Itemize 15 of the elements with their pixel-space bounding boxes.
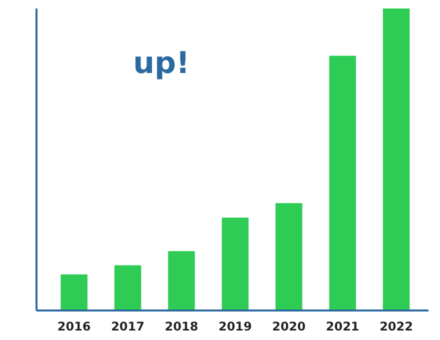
bar [329,56,356,310]
bar [168,251,195,310]
bar [275,203,302,310]
x-tick-label: 2020 [272,320,306,334]
bar [114,265,142,310]
bar [60,274,88,310]
x-tick-label: 2016 [57,320,91,334]
x-tick-label: 2018 [164,320,198,334]
x-tick-label: 2021 [326,320,360,334]
x-tick-label: 2022 [380,320,413,334]
x-tick-label: 2017 [111,320,144,334]
bar [382,8,410,310]
x-tick-label: 2019 [218,320,252,334]
annotation: up! [133,46,190,81]
bar [222,218,249,310]
